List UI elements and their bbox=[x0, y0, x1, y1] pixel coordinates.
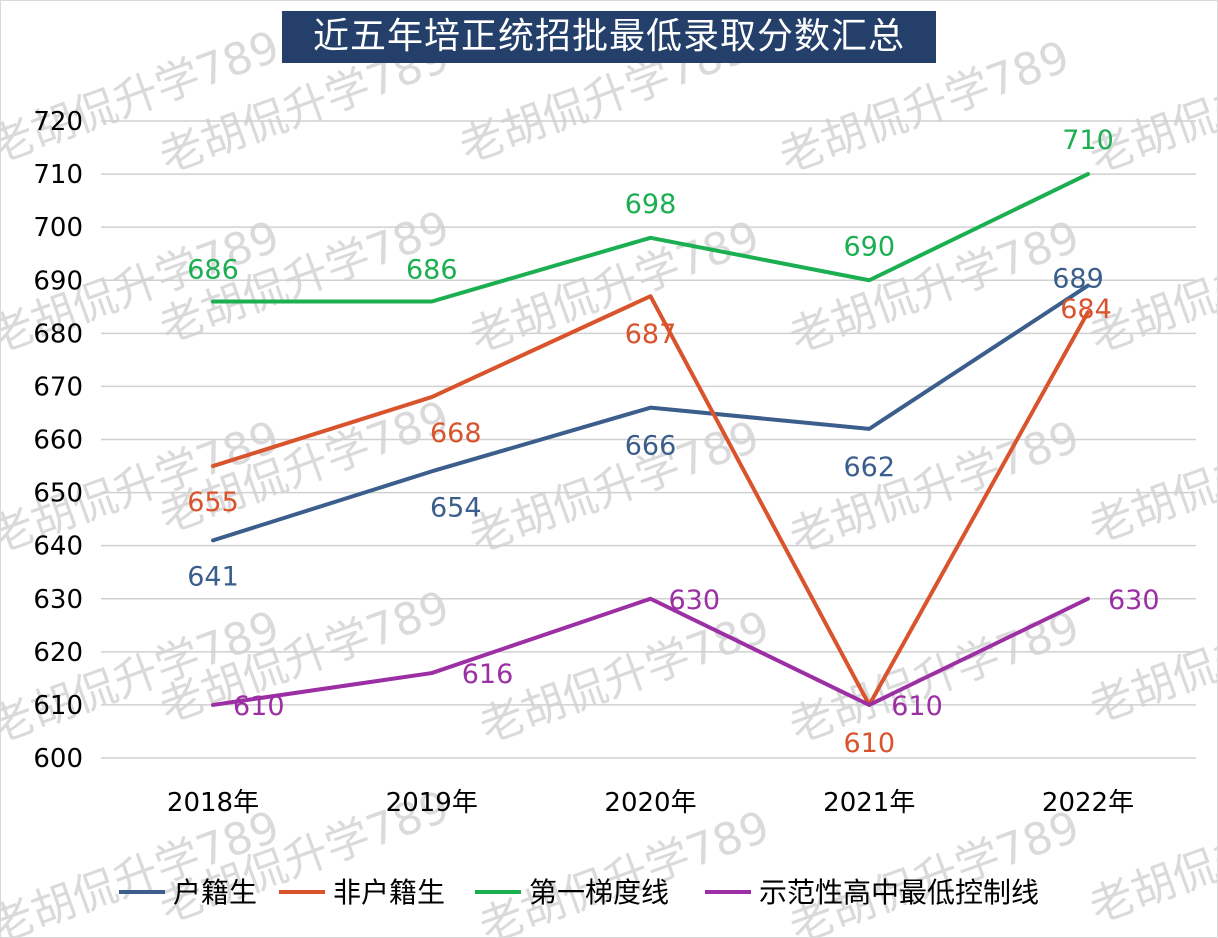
data-label: 630 bbox=[1108, 585, 1160, 616]
data-label: 668 bbox=[430, 418, 482, 449]
y-tick-label: 690 bbox=[33, 266, 83, 296]
data-label: 630 bbox=[669, 585, 721, 616]
y-tick-label: 650 bbox=[33, 479, 83, 509]
y-tick-label: 680 bbox=[33, 319, 83, 349]
series-line-3 bbox=[211, 596, 1090, 707]
data-label: 662 bbox=[843, 452, 895, 483]
data-label: 616 bbox=[462, 659, 514, 690]
data-label: 641 bbox=[187, 561, 239, 592]
data-label: 666 bbox=[625, 431, 677, 462]
data-label: 710 bbox=[1062, 125, 1114, 156]
y-tick-label: 700 bbox=[33, 213, 83, 243]
data-label: 610 bbox=[843, 728, 895, 759]
data-label: 689 bbox=[1052, 264, 1104, 295]
legend-label: 第一梯度线 bbox=[529, 876, 669, 909]
y-tick-label: 670 bbox=[33, 372, 83, 402]
data-label: 684 bbox=[1060, 294, 1112, 325]
data-label: 655 bbox=[187, 487, 239, 518]
legend-label: 非户籍生 bbox=[333, 876, 445, 909]
y-tick-label: 710 bbox=[33, 160, 83, 190]
data-label: 698 bbox=[625, 189, 677, 220]
chart-title: 近五年培正统招批最低录取分数汇总 bbox=[282, 11, 936, 63]
data-label: 610 bbox=[891, 691, 943, 722]
y-tick-label: 660 bbox=[33, 426, 83, 456]
y-tick-label: 600 bbox=[33, 744, 83, 774]
y-tick-label: 720 bbox=[33, 107, 83, 137]
data-label: 686 bbox=[187, 254, 239, 285]
data-label: 687 bbox=[625, 319, 677, 350]
data-label: 690 bbox=[843, 231, 895, 262]
legend-label: 示范性高中最低控制线 bbox=[759, 876, 1039, 909]
data-label: 686 bbox=[406, 254, 458, 285]
x-tick-label: 2021年 bbox=[823, 788, 915, 818]
series-line-2 bbox=[211, 172, 1090, 304]
series-line-0 bbox=[211, 283, 1090, 543]
x-tick-label: 2018年 bbox=[167, 788, 259, 818]
x-tick-label: 2019年 bbox=[386, 788, 478, 818]
data-label: 654 bbox=[430, 492, 482, 523]
x-tick-label: 2022年 bbox=[1042, 788, 1134, 818]
y-tick-label: 640 bbox=[33, 532, 83, 562]
legend-label: 户籍生 bbox=[173, 876, 257, 909]
series-line-1 bbox=[211, 294, 1090, 707]
y-tick-label: 630 bbox=[33, 585, 83, 615]
data-label: 610 bbox=[233, 691, 285, 722]
y-tick-label: 620 bbox=[33, 638, 83, 668]
x-tick-label: 2020年 bbox=[604, 788, 696, 818]
y-tick-label: 610 bbox=[33, 691, 83, 721]
